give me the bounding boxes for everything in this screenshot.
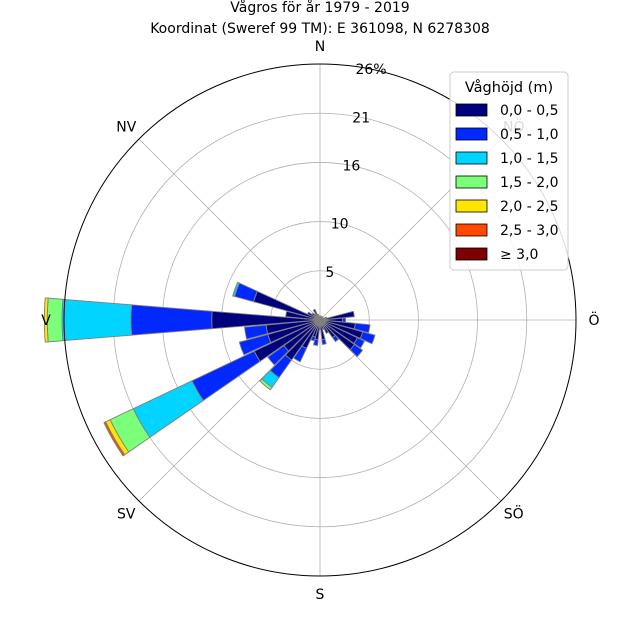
legend-title: Våghöjd (m) [465,79,553,96]
bar-130-bin-1 [349,343,364,358]
legend-label-1: 0,5 - 1,0 [500,127,558,143]
legend-items: 0,0 - 0,5 0,5 - 1,0 1,0 - 1,5 1,5 - 2,0 2,0 … [455,103,558,263]
rose-bars [43,281,376,457]
bar-100-bin-1 [353,322,371,334]
legend-swatch-5 [455,223,488,237]
chart-subtitle: Koordinat (Sweref 99 TM): E 361098, N 62… [150,21,490,37]
direction-label-4: S [316,587,325,603]
direction-label-2: V [41,313,51,329]
legend-label-2: 1,0 - 1,5 [500,151,558,167]
bar-260-bin-1 [244,324,269,340]
direction-label-6: Ö [588,311,599,329]
bar-220-bin-3 [259,378,273,391]
legend-swatch-1 [455,127,488,141]
bar-170-bin-1 [321,338,327,345]
legend-label-5: 2,5 - 3,0 [500,223,558,239]
legend-swatch-2 [455,151,488,165]
legend-label-0: 0,0 - 0,5 [500,103,558,119]
radial-tick-label-0: 5 [325,265,334,281]
bar-110-bin-1 [359,331,376,345]
radial-tick-label-1: 10 [331,217,349,233]
bar-230-bin-1 [267,345,290,366]
bar-270-bin-4 [43,297,49,343]
direction-label-5: SÖ [504,505,524,523]
legend-swatch-6 [455,247,488,261]
grid-spoke-7 [138,138,321,321]
bar-240-bin-1 [191,350,261,402]
bar-120-bin-1 [353,337,366,349]
legend-box [449,71,569,271]
radial-tick-labels: 5 10 16 21 26% [325,62,386,281]
bar-290-bin-2 [232,281,241,298]
radial-tick-label-2: 16 [342,159,360,175]
bar-270-bin-1 [130,304,213,336]
bar-270-bin-2 [61,298,133,342]
legend-label-4: 2,0 - 2,5 [500,199,558,215]
legend-swatch-4 [455,199,488,213]
direction-label-0: N [315,39,325,55]
bar-90-bin-1 [342,317,347,323]
direction-label-3: SV [117,507,136,523]
bar-250-bin-1 [238,333,272,356]
legend-swatch-0 [455,103,488,117]
legend-swatch-3 [455,175,488,189]
legend-label-3: 1,5 - 2,0 [500,175,558,191]
radial-tick-label-4: 26% [355,62,386,78]
radial-tick-label-3: 21 [352,110,370,126]
chart-title: Vågros för år 1979 - 2019 [230,0,409,16]
legend: Våghöjd (m) 0,0 - 0,5 0,5 - 1,0 1,0 - 1,5 1… [449,71,569,271]
direction-label-1: NV [116,119,136,135]
bar-140-bin-1 [331,334,340,343]
legend-label-6: ≥ 3,0 [500,247,538,263]
bar-350-bin-0 [318,315,321,321]
polar-outer-ring [63,63,577,577]
bar-240-bin-5 [103,421,126,457]
